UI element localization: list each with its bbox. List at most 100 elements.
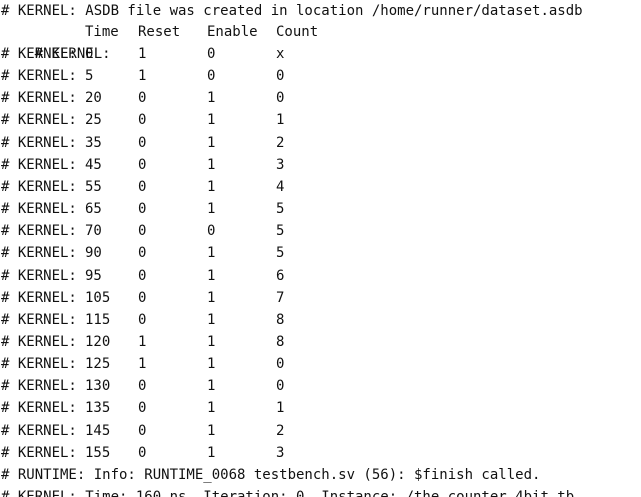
cell-time: 130 [85, 378, 111, 395]
cell-reset: 0 [138, 422, 147, 439]
cell-reset: 0 [138, 134, 147, 151]
table-row: # KERNEL: 70 0 0 5 [1, 220, 284, 242]
cell-time: 5 [85, 68, 94, 85]
line-prefix: # KERNEL: [1, 378, 77, 395]
cell-enable: 0 [207, 46, 216, 62]
line-prefix: # KERNEL: [1, 156, 77, 173]
column-header-reset: Reset [138, 24, 181, 40]
cell-enable: 1 [207, 178, 216, 195]
cell-reset: 0 [138, 378, 147, 395]
table-row: # KERNEL: 155 0 1 3 [1, 442, 284, 464]
cell-count: 5 [276, 245, 285, 262]
cell-time: 155 [85, 444, 111, 461]
cell-reset: 0 [138, 311, 147, 328]
table-row: # KERNEL: 95 0 1 6 [1, 265, 284, 287]
cell-enable: 1 [207, 267, 216, 284]
table-row: # KERNEL: 90 0 1 5 [1, 242, 284, 264]
cell-enable: 1 [207, 311, 216, 328]
cell-count: 0 [276, 90, 285, 107]
cell-count: 7 [276, 289, 285, 306]
table-row: # KERNEL: 0 1 0 x [1, 43, 284, 65]
table-row: # KERNEL: 130 0 1 0 [1, 375, 284, 397]
cell-count: 5 [276, 223, 285, 240]
cell-reset: 0 [138, 400, 147, 417]
cell-reset: 0 [138, 289, 147, 306]
cell-enable: 1 [207, 156, 216, 173]
cell-enable: 0 [207, 68, 216, 85]
line-prefix: # KERNEL: [1, 267, 77, 284]
cell-reset: 0 [138, 267, 147, 284]
line-prefix: # KERNEL: [1, 134, 77, 151]
table-row: # KERNEL: 105 0 1 7 [1, 287, 284, 309]
table-row: # KERNEL: 65 0 1 5 [1, 198, 284, 220]
cell-count: 1 [276, 112, 285, 129]
line-prefix: # KERNEL: [1, 68, 77, 85]
table-row: # KERNEL: 55 0 1 4 [1, 176, 284, 198]
cell-count: x [276, 46, 285, 62]
table-row: # KERNEL: 125 1 1 0 [1, 353, 284, 375]
cell-time: 95 [85, 267, 102, 284]
cell-count: 2 [276, 422, 285, 439]
cell-time: 105 [85, 289, 111, 306]
cell-enable: 1 [207, 289, 216, 306]
cell-time: 65 [85, 201, 102, 217]
cell-count: 6 [276, 267, 285, 284]
table-row: # KERNEL: 20 0 1 0 [1, 87, 284, 109]
line-prefix: # KERNEL: [1, 333, 77, 350]
cell-count: 0 [276, 68, 285, 85]
cell-time: 90 [85, 245, 102, 262]
cell-time: 145 [85, 422, 111, 439]
cell-time: 0 [85, 46, 94, 62]
line-prefix: # KERNEL: [1, 112, 77, 129]
runtime-line: # RUNTIME: Info: RUNTIME_0068 testbench.… [1, 466, 541, 483]
cell-enable: 1 [207, 201, 216, 217]
cell-reset: 1 [138, 356, 147, 373]
cell-count: 1 [276, 400, 285, 417]
cell-enable: 1 [207, 356, 216, 373]
table-row: # KERNEL: 35 0 1 2 [1, 132, 284, 154]
cell-count: 3 [276, 156, 285, 173]
cell-count: 0 [276, 356, 285, 373]
cell-time: 135 [85, 400, 111, 417]
cell-enable: 1 [207, 378, 216, 395]
line-prefix: # KERNEL: [1, 356, 77, 373]
cell-count: 5 [276, 201, 285, 217]
cell-count: 2 [276, 134, 285, 151]
cell-enable: 1 [207, 422, 216, 439]
line-prefix: # KERNEL: [1, 400, 77, 417]
table-row: # KERNEL: 115 0 1 8 [1, 309, 284, 331]
cell-enable: 0 [207, 223, 216, 240]
line-prefix: # KERNEL: [1, 46, 77, 62]
line-prefix: # KERNEL: [1, 90, 77, 107]
column-header-count: Count [276, 24, 319, 40]
cell-reset: 0 [138, 223, 147, 240]
table-row: # KERNEL: 45 0 1 3 [1, 154, 284, 176]
cell-time: 115 [85, 311, 111, 328]
column-header-row: # KERNEL: Time Reset Enable Count [1, 21, 318, 62]
line-prefix: # KERNEL: [1, 245, 77, 262]
cell-reset: 0 [138, 444, 147, 461]
table-row: # KERNEL: 5 1 0 0 [1, 65, 284, 87]
cell-count: 8 [276, 311, 285, 328]
cutoff-line: # KERNEL: Time: 160 ns, Iteration: 0, In… [1, 489, 575, 497]
cell-time: 45 [85, 156, 102, 173]
cell-reset: 1 [138, 333, 147, 350]
cell-time: 125 [85, 356, 111, 373]
cell-time: 35 [85, 134, 102, 151]
line-prefix: # KERNEL: [1, 201, 77, 217]
cell-enable: 1 [207, 400, 216, 417]
cell-time: 120 [85, 333, 111, 350]
line-prefix: # KERNEL: [1, 289, 77, 306]
line-prefix: # KERNEL: [1, 223, 77, 240]
header-line: # KERNEL: ASDB file was created in locat… [1, 3, 583, 19]
cell-reset: 0 [138, 245, 147, 262]
cell-reset: 0 [138, 178, 147, 195]
cell-enable: 1 [207, 444, 216, 461]
column-header-enable: Enable [207, 24, 258, 40]
cell-reset: 0 [138, 90, 147, 107]
cell-reset: 1 [138, 68, 147, 85]
cell-enable: 1 [207, 112, 216, 129]
cell-enable: 1 [207, 333, 216, 350]
line-prefix: # KERNEL: [1, 444, 77, 461]
